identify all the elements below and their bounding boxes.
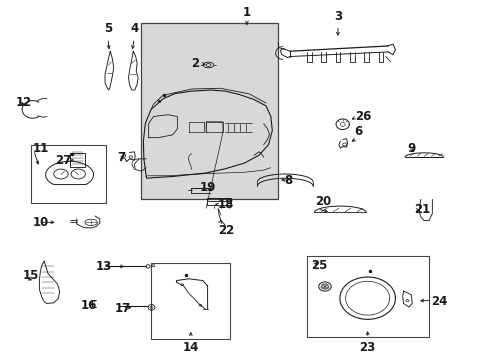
Text: 22: 22 [218, 224, 234, 237]
Text: 23: 23 [359, 341, 375, 354]
Text: 15: 15 [22, 269, 39, 282]
Text: 26: 26 [354, 110, 370, 123]
Text: 10: 10 [32, 216, 48, 229]
Bar [151, 263, 230, 339]
Bar [31, 145, 105, 203]
Text: 25: 25 [311, 259, 327, 273]
Text: 17: 17 [115, 302, 131, 315]
Text: 12: 12 [16, 96, 32, 109]
Text: 11: 11 [32, 142, 48, 155]
Bar [70, 153, 85, 167]
Text: 5: 5 [103, 22, 112, 35]
Text: 19: 19 [199, 181, 215, 194]
Text: 13: 13 [96, 260, 112, 273]
Text: 3: 3 [333, 10, 341, 23]
Text: 27: 27 [55, 154, 71, 167]
Text: 6: 6 [354, 125, 362, 138]
Text: 9: 9 [407, 142, 415, 155]
Text: 21: 21 [414, 203, 430, 216]
Text: 1: 1 [243, 6, 250, 19]
Text: 4: 4 [130, 22, 138, 35]
Text: 16: 16 [81, 299, 97, 312]
Text: 20: 20 [315, 195, 331, 208]
Text: 14: 14 [182, 341, 199, 354]
Bar [306, 256, 428, 337]
Text: 18: 18 [218, 198, 234, 211]
Text: 8: 8 [284, 174, 292, 186]
Text: 2: 2 [190, 57, 199, 70]
Text: 24: 24 [430, 295, 447, 308]
Text: 7: 7 [117, 150, 125, 163]
Bar [141, 23, 278, 199]
